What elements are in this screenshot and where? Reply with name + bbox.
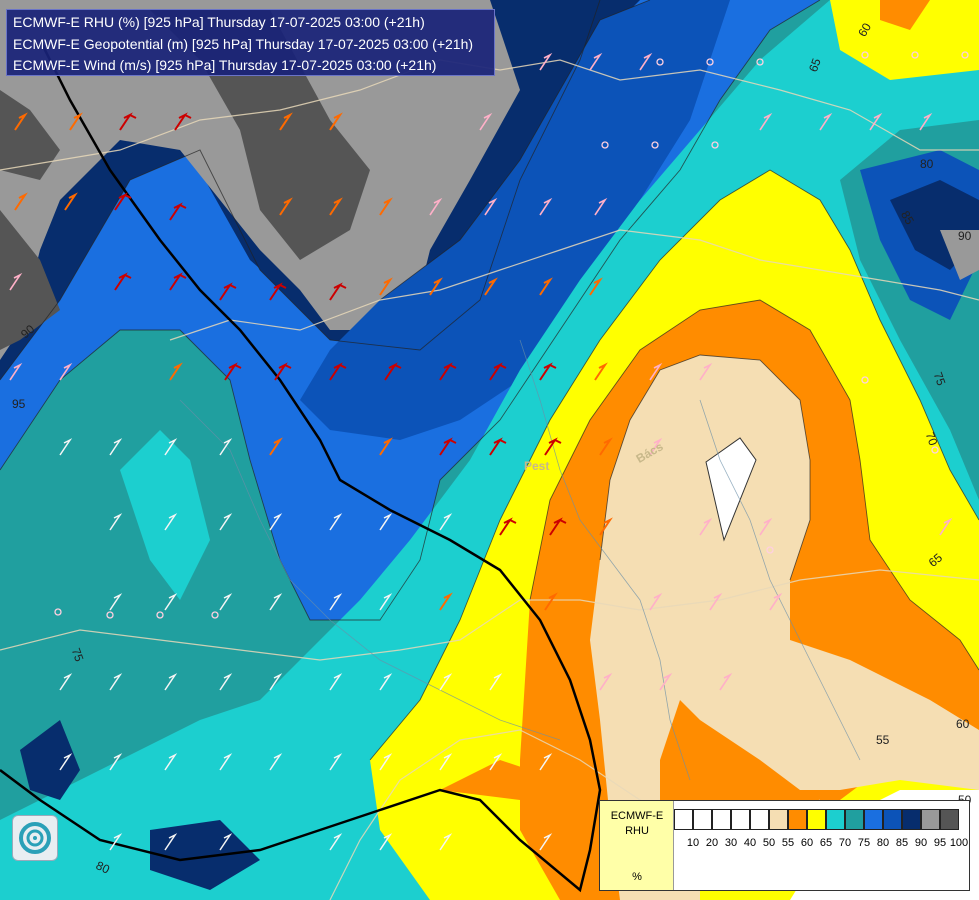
legend-tick-label: 40	[743, 837, 757, 849]
legend-swatch	[845, 809, 864, 830]
legend-swatch	[940, 809, 959, 830]
color-legend: ECMWF-E RHU % 10 20 30 40 50 55 60 65 70 75 80 85 90…	[599, 800, 970, 891]
contour-label: 55	[876, 733, 890, 747]
legend-swatch	[731, 809, 750, 830]
legend-tick-label: 10	[686, 837, 700, 849]
legend-swatch	[826, 809, 845, 830]
legend-tick-label: 70	[838, 837, 852, 849]
legend-swatch	[921, 809, 940, 830]
legend-swatch	[788, 809, 807, 830]
contour-label: 60	[956, 717, 970, 731]
legend-swatch	[693, 809, 712, 830]
legend-tick-label: 55	[781, 837, 795, 849]
contour-label: 80	[920, 157, 934, 171]
contour-label: 85	[898, 208, 917, 227]
legend-tick-label: 65	[819, 837, 833, 849]
contour-label: 75	[931, 370, 949, 388]
legend-tick-label: 20	[705, 837, 719, 849]
legend-tick-label: 75	[857, 837, 871, 849]
legend-swatch	[864, 809, 883, 830]
legend-swatch	[674, 809, 693, 830]
legend-tick-label: 85	[895, 837, 909, 849]
place-label: Pest	[524, 459, 549, 473]
contour-label: 80	[94, 858, 112, 876]
legend-tick-label: 100	[949, 837, 969, 849]
contour-label: 95	[12, 397, 26, 411]
legend-name: ECMWF-E RHU %	[600, 801, 674, 890]
legend-tick-label: 95	[933, 837, 947, 849]
legend-tick-label: 50	[762, 837, 776, 849]
legend-swatch	[712, 809, 731, 830]
contour-label: 70	[923, 430, 941, 448]
ecmwf-logo-icon	[12, 815, 58, 861]
legend-tick-label: 60	[800, 837, 814, 849]
contour-label: 90	[958, 229, 972, 243]
title-wind: ECMWF-E Wind (m/s) [925 hPa] Thursday 17…	[13, 57, 437, 73]
map-title-box: ECMWF-E RHU (%) [925 hPa] Thursday 17-07…	[6, 9, 495, 76]
contour-label: 60	[855, 20, 874, 39]
legend-swatch	[883, 809, 902, 830]
legend-variable: RHU	[625, 825, 649, 837]
contour-label: 75	[69, 646, 87, 664]
legend-tick-label: 80	[876, 837, 890, 849]
legend-model: ECMWF-E	[610, 810, 664, 822]
legend-swatch	[769, 809, 788, 830]
legend-tick-label: 30	[724, 837, 738, 849]
legend-unit: %	[632, 871, 642, 883]
legend-swatch	[750, 809, 769, 830]
legend-tick-label: 90	[914, 837, 928, 849]
title-rhu: ECMWF-E RHU (%) [925 hPa] Thursday 17-07…	[13, 14, 425, 30]
legend-swatch	[807, 809, 826, 830]
title-geopotential: ECMWF-E Geopotential (m) [925 hPa] Thurs…	[13, 35, 474, 52]
contour-label: 65	[806, 56, 824, 74]
legend-swatch	[902, 809, 921, 830]
